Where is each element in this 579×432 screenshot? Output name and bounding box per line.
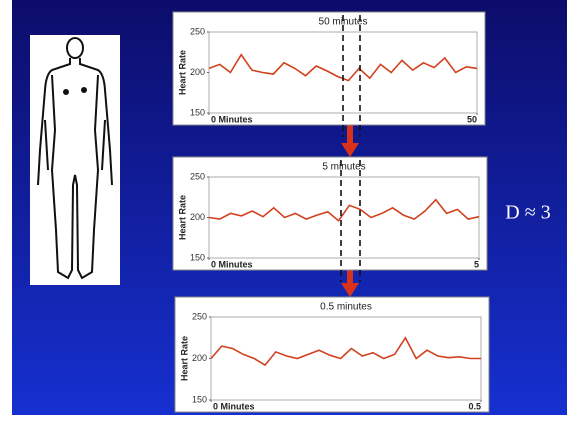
chart-panel (175, 297, 489, 412)
y-tick-label: 250 (192, 311, 207, 321)
x-tick-label: 0 Minutes (211, 259, 253, 269)
chart-panel (173, 12, 485, 125)
y-axis-label: Heart Rate (177, 195, 187, 240)
x-tick-label: 5 (474, 259, 479, 269)
y-axis-label: Heart Rate (179, 336, 189, 381)
y-tick-label: 250 (190, 171, 205, 181)
slide: D ≈ 3 50 minutesHeart Rate1502002500 Min… (0, 0, 579, 427)
y-tick-label: 150 (192, 394, 207, 404)
y-tick-label: 200 (190, 67, 205, 77)
chart-title: 0.5 minutes (320, 302, 372, 313)
y-tick-label: 250 (190, 26, 205, 36)
y-axis-label: Heart Rate (177, 50, 187, 95)
chart-title: 5 minutes (322, 162, 365, 173)
x-tick-label: 50 (467, 114, 477, 124)
y-tick-label: 200 (192, 353, 207, 363)
x-tick-label: 0 Minutes (211, 114, 253, 124)
y-tick-label: 200 (190, 212, 205, 222)
x-tick-label: 0 Minutes (213, 401, 255, 411)
body-figure (30, 35, 120, 285)
y-tick-label: 150 (190, 252, 205, 262)
x-tick-label: 0.5 (468, 401, 481, 411)
y-tick-label: 150 (190, 107, 205, 117)
fractal-dimension: D ≈ 3 (505, 202, 550, 224)
